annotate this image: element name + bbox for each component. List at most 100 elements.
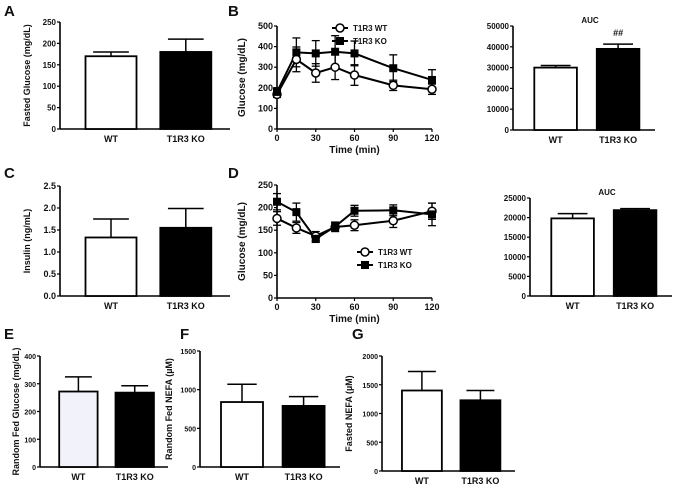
legend-label: T1R3 WT [353,24,387,33]
x-tick-label: T1R3 KO [616,301,654,311]
y-tick-label: 0 [268,124,273,134]
data-point-wt [388,215,398,226]
x-axis-label: Time (min) [329,314,379,325]
y-tick-label: 150 [43,61,57,70]
y-tick-label: 0 [505,126,510,135]
data-point-ko [389,64,398,73]
data-point-wt [349,70,360,80]
x-tick-label: WT [104,301,118,311]
y-tick-label: 500 [258,21,273,31]
y-tick-label: 300 [258,62,273,72]
y-tick-label: 0 [374,469,378,476]
bar-t1r3-ko [612,209,658,297]
panel-label: G [352,326,364,343]
bar-wt [84,236,138,297]
data-point-ko [292,208,301,217]
y-axis-label: Fasted NEFA (µM) [344,375,354,451]
x-tick-label: WT [104,134,118,144]
data-point-ko [273,87,281,96]
panel-label: A [4,3,15,20]
y-tick-label: 1.0 [43,247,56,257]
y-axis-label: Glucose (mg/dL) [237,38,248,117]
panel-f: F 0 500 1000 1500 Random Fed NEFA (µM) WT T1R3 … [164,326,340,482]
y-tick-label: 200 [24,410,36,417]
panel-label: D [228,165,239,182]
x-tick-label: T1R3 KO [116,472,154,482]
y-tick-label: 200 [258,203,273,213]
data-point-wt [349,220,360,230]
y-tick-label: 100 [258,103,273,113]
y-tick-label: 0 [192,465,196,472]
y-tick-label: 200 [258,83,273,93]
data-point-ko [311,49,320,58]
x-tick-label: WT [549,135,563,145]
bar-wt [533,66,578,131]
panel-label: B [228,3,239,20]
data-point-ko [428,210,436,219]
legend-label: T1R3 WT [378,248,412,257]
x-tick-label: 90 [388,302,398,312]
y-tick-label: 0 [52,125,57,134]
y-tick-label: 0 [268,293,273,303]
bar-wt [220,401,264,468]
y-tick-label: 0 [522,292,527,301]
y-tick-label: 150 [258,225,273,235]
x-tick-label: 60 [349,302,359,312]
y-tick-label: 2000 [362,354,378,361]
y-tick-label: 250 [258,180,273,190]
data-point-wt [311,68,321,78]
x-tick-label: 0 [274,133,279,143]
y-tick-label: 30000 [487,64,510,73]
y-tick-label: 250 [43,18,57,27]
x-tick-label: T1R3 KO [167,134,205,144]
data-point-wt [291,54,302,65]
y-tick-label: 1000 [180,388,196,395]
y-tick-label: 50 [47,104,56,113]
legend: T1R3 WT T1R3 KO [357,247,412,270]
x-tick-label: 60 [349,133,359,143]
x-tick-label: 30 [311,133,321,143]
y-tick-label: 1.5 [43,225,56,235]
y-tick-label: 100 [43,82,57,91]
y-axis-label: Glucose (mg/dL) [237,202,248,281]
y-tick-label: 0 [32,465,36,472]
panel-g: G 0 500 1000 1500 2000 Fasted NEFA (µM) WT T1R3 … [344,326,515,486]
x-tick-label: WT [235,472,249,482]
y-tick-label: 400 [24,354,36,361]
legend: T1R3 WT T1R3 KO [332,23,387,46]
y-tick-label: 15000 [504,233,527,242]
y-tick-label: 0.5 [43,269,56,279]
y-tick-label: 25000 [504,194,527,203]
y-tick-label: 500 [184,426,196,433]
data-point-ko [361,261,369,269]
legend-label: T1R3 KO [353,37,387,46]
legend-label: T1R3 KO [378,261,412,270]
panel-b-auc: 0 10000 20000 30000 40000 50000 AUC WT T1R3 KO ## [487,16,655,145]
x-tick-label: T1R3 KO [599,135,637,145]
y-tick-label: 5000 [508,272,526,281]
data-point-ko [350,206,359,215]
bar-wt [550,217,595,297]
x-tick-label: 30 [311,302,321,312]
data-point-wt [360,247,370,257]
y-tick-label: 50 [263,270,273,280]
bar-t1r3-ko [159,51,213,130]
y-tick-label: 10000 [504,253,527,262]
y-tick-label: 2.0 [43,203,56,213]
x-tick-label: WT [566,301,580,311]
y-tick-label: 10000 [487,105,510,114]
y-tick-label: 20000 [487,84,510,93]
y-tick-label: 1000 [362,412,378,419]
y-axis-label: Insulin (ng/mL) [22,209,32,274]
data-point-wt [272,213,282,224]
data-point-ko [389,206,398,215]
y-tick-label: 500 [366,440,378,447]
y-tick-label: 100 [24,437,36,444]
panel-label: F [180,326,189,343]
bar-t1r3-ko [114,391,155,468]
chart-title: AUC [581,16,599,25]
data-point-wt [388,80,398,91]
panel-label: C [4,165,15,182]
panel-label: E [4,326,14,343]
